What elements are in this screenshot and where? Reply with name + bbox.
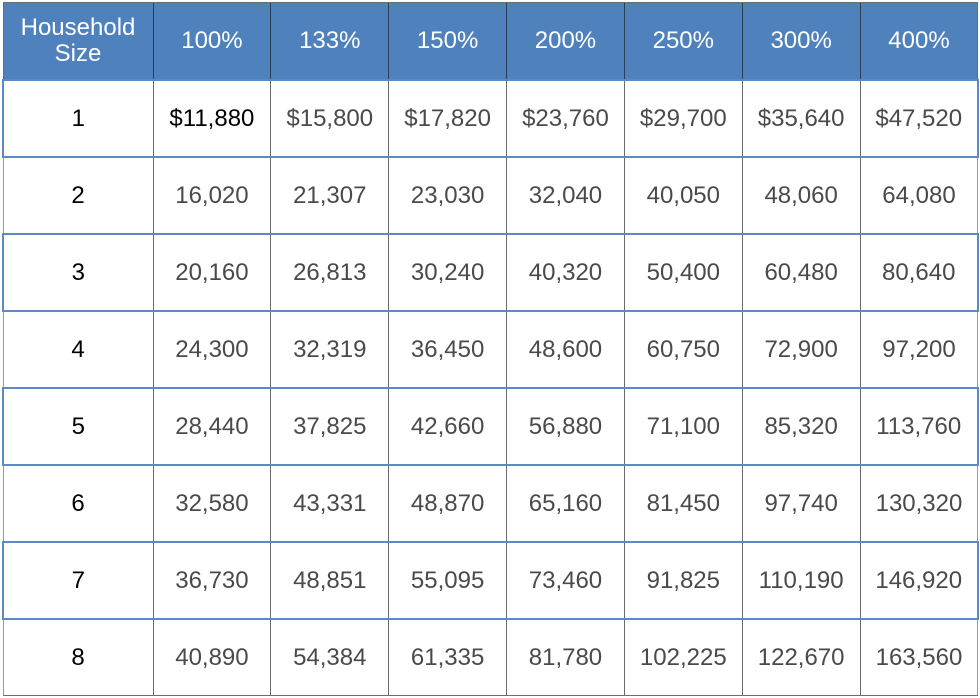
value-cell: 20,160 (152, 233, 271, 312)
value-cell: $47,520 (859, 79, 979, 158)
table-row: 3 20,160 26,813 30,240 40,320 50,400 60,… (2, 233, 979, 312)
header-133-percent: 133% (270, 2, 389, 80)
value-cell: 91,825 (623, 541, 743, 620)
header-household-line1: Household (20, 14, 136, 41)
value-cell: 102,225 (623, 619, 743, 696)
value-cell: $35,640 (741, 79, 861, 158)
household-size-cell: 5 (2, 387, 153, 466)
value-cell: 65,160 (506, 465, 625, 542)
value-cell: 48,870 (388, 465, 507, 542)
value-cell: 85,320 (741, 387, 861, 466)
table-row: 6 32,580 43,331 48,870 65,160 81,450 97,… (2, 465, 979, 542)
household-size-cell: 8 (2, 619, 153, 696)
value-cell: 60,480 (741, 233, 861, 312)
value-cell: 97,740 (741, 465, 861, 542)
value-cell: 26,813 (270, 233, 389, 312)
value-cell: 23,030 (388, 157, 507, 234)
value-cell: 64,080 (859, 157, 979, 234)
value-cell: 48,060 (741, 157, 861, 234)
value-cell: 32,040 (506, 157, 625, 234)
household-size-cell: 1 (2, 79, 153, 158)
header-400-percent: 400% (859, 2, 979, 80)
value-cell: 72,900 (741, 311, 861, 388)
value-cell: 71,100 (623, 387, 743, 466)
value-cell: 54,384 (270, 619, 389, 696)
value-cell: 60,750 (623, 311, 743, 388)
value-cell: 40,320 (506, 233, 625, 312)
value-cell: 40,890 (152, 619, 271, 696)
value-cell: 32,580 (152, 465, 271, 542)
table-row: 1 $11,880 $15,800 $17,820 $23,760 $29,70… (2, 79, 979, 158)
value-cell: 48,600 (506, 311, 625, 388)
household-size-cell: 4 (2, 311, 153, 388)
household-size-cell: 7 (2, 541, 153, 620)
header-row: Household Size 100% 133% 150% 200% 250% 3… (2, 2, 979, 80)
value-cell: 122,670 (741, 619, 861, 696)
value-cell: 30,240 (388, 233, 507, 312)
value-cell: 56,880 (506, 387, 625, 466)
value-cell: $15,800 (270, 79, 389, 158)
value-cell: 50,400 (623, 233, 743, 312)
table-row: 8 40,890 54,384 61,335 81,780 102,225 12… (2, 619, 979, 696)
value-cell: $11,880 (152, 79, 271, 158)
header-household-size: Household Size (2, 2, 153, 80)
value-cell: 24,300 (152, 311, 271, 388)
header-150-percent: 150% (388, 2, 507, 80)
household-size-cell: 6 (2, 465, 153, 542)
value-cell: 110,190 (741, 541, 861, 620)
header-household-line2: Size (54, 40, 102, 67)
value-cell: 146,920 (859, 541, 979, 620)
value-cell: 43,331 (270, 465, 389, 542)
value-cell: 37,825 (270, 387, 389, 466)
header-100-percent: 100% (152, 2, 271, 80)
value-cell: 48,851 (270, 541, 389, 620)
table-row: 2 16,020 21,307 23,030 32,040 40,050 48,… (2, 157, 979, 234)
value-cell: 73,460 (506, 541, 625, 620)
table-row: 4 24,300 32,319 36,450 48,600 60,750 72,… (2, 311, 979, 388)
table-row: 5 28,440 37,825 42,660 56,880 71,100 85,… (2, 387, 979, 466)
header-200-percent: 200% (506, 2, 625, 80)
value-cell: 16,020 (152, 157, 271, 234)
value-cell: $17,820 (388, 79, 507, 158)
header-300-percent: 300% (741, 2, 861, 80)
value-cell: 97,200 (859, 311, 979, 388)
value-cell: 81,450 (623, 465, 743, 542)
table-body: 1 $11,880 $15,800 $17,820 $23,760 $29,70… (2, 79, 979, 696)
value-cell: 36,450 (388, 311, 507, 388)
household-size-cell: 3 (2, 233, 153, 312)
value-cell: 21,307 (270, 157, 389, 234)
value-cell: $29,700 (623, 79, 743, 158)
value-cell: 80,640 (859, 233, 979, 312)
value-cell: $23,760 (506, 79, 625, 158)
header-250-percent: 250% (623, 2, 743, 80)
value-cell: 55,095 (388, 541, 507, 620)
value-cell: 61,335 (388, 619, 507, 696)
value-cell: 113,760 (859, 387, 979, 466)
table-row: 7 36,730 48,851 55,095 73,460 91,825 110… (2, 541, 979, 620)
value-cell: 163,560 (859, 619, 979, 696)
value-cell: 130,320 (859, 465, 979, 542)
household-size-cell: 2 (2, 157, 153, 234)
value-cell: 36,730 (152, 541, 271, 620)
value-cell: 81,780 (506, 619, 625, 696)
value-cell: 42,660 (388, 387, 507, 466)
value-cell: 32,319 (270, 311, 389, 388)
value-cell: 28,440 (152, 387, 271, 466)
value-cell: 40,050 (623, 157, 743, 234)
